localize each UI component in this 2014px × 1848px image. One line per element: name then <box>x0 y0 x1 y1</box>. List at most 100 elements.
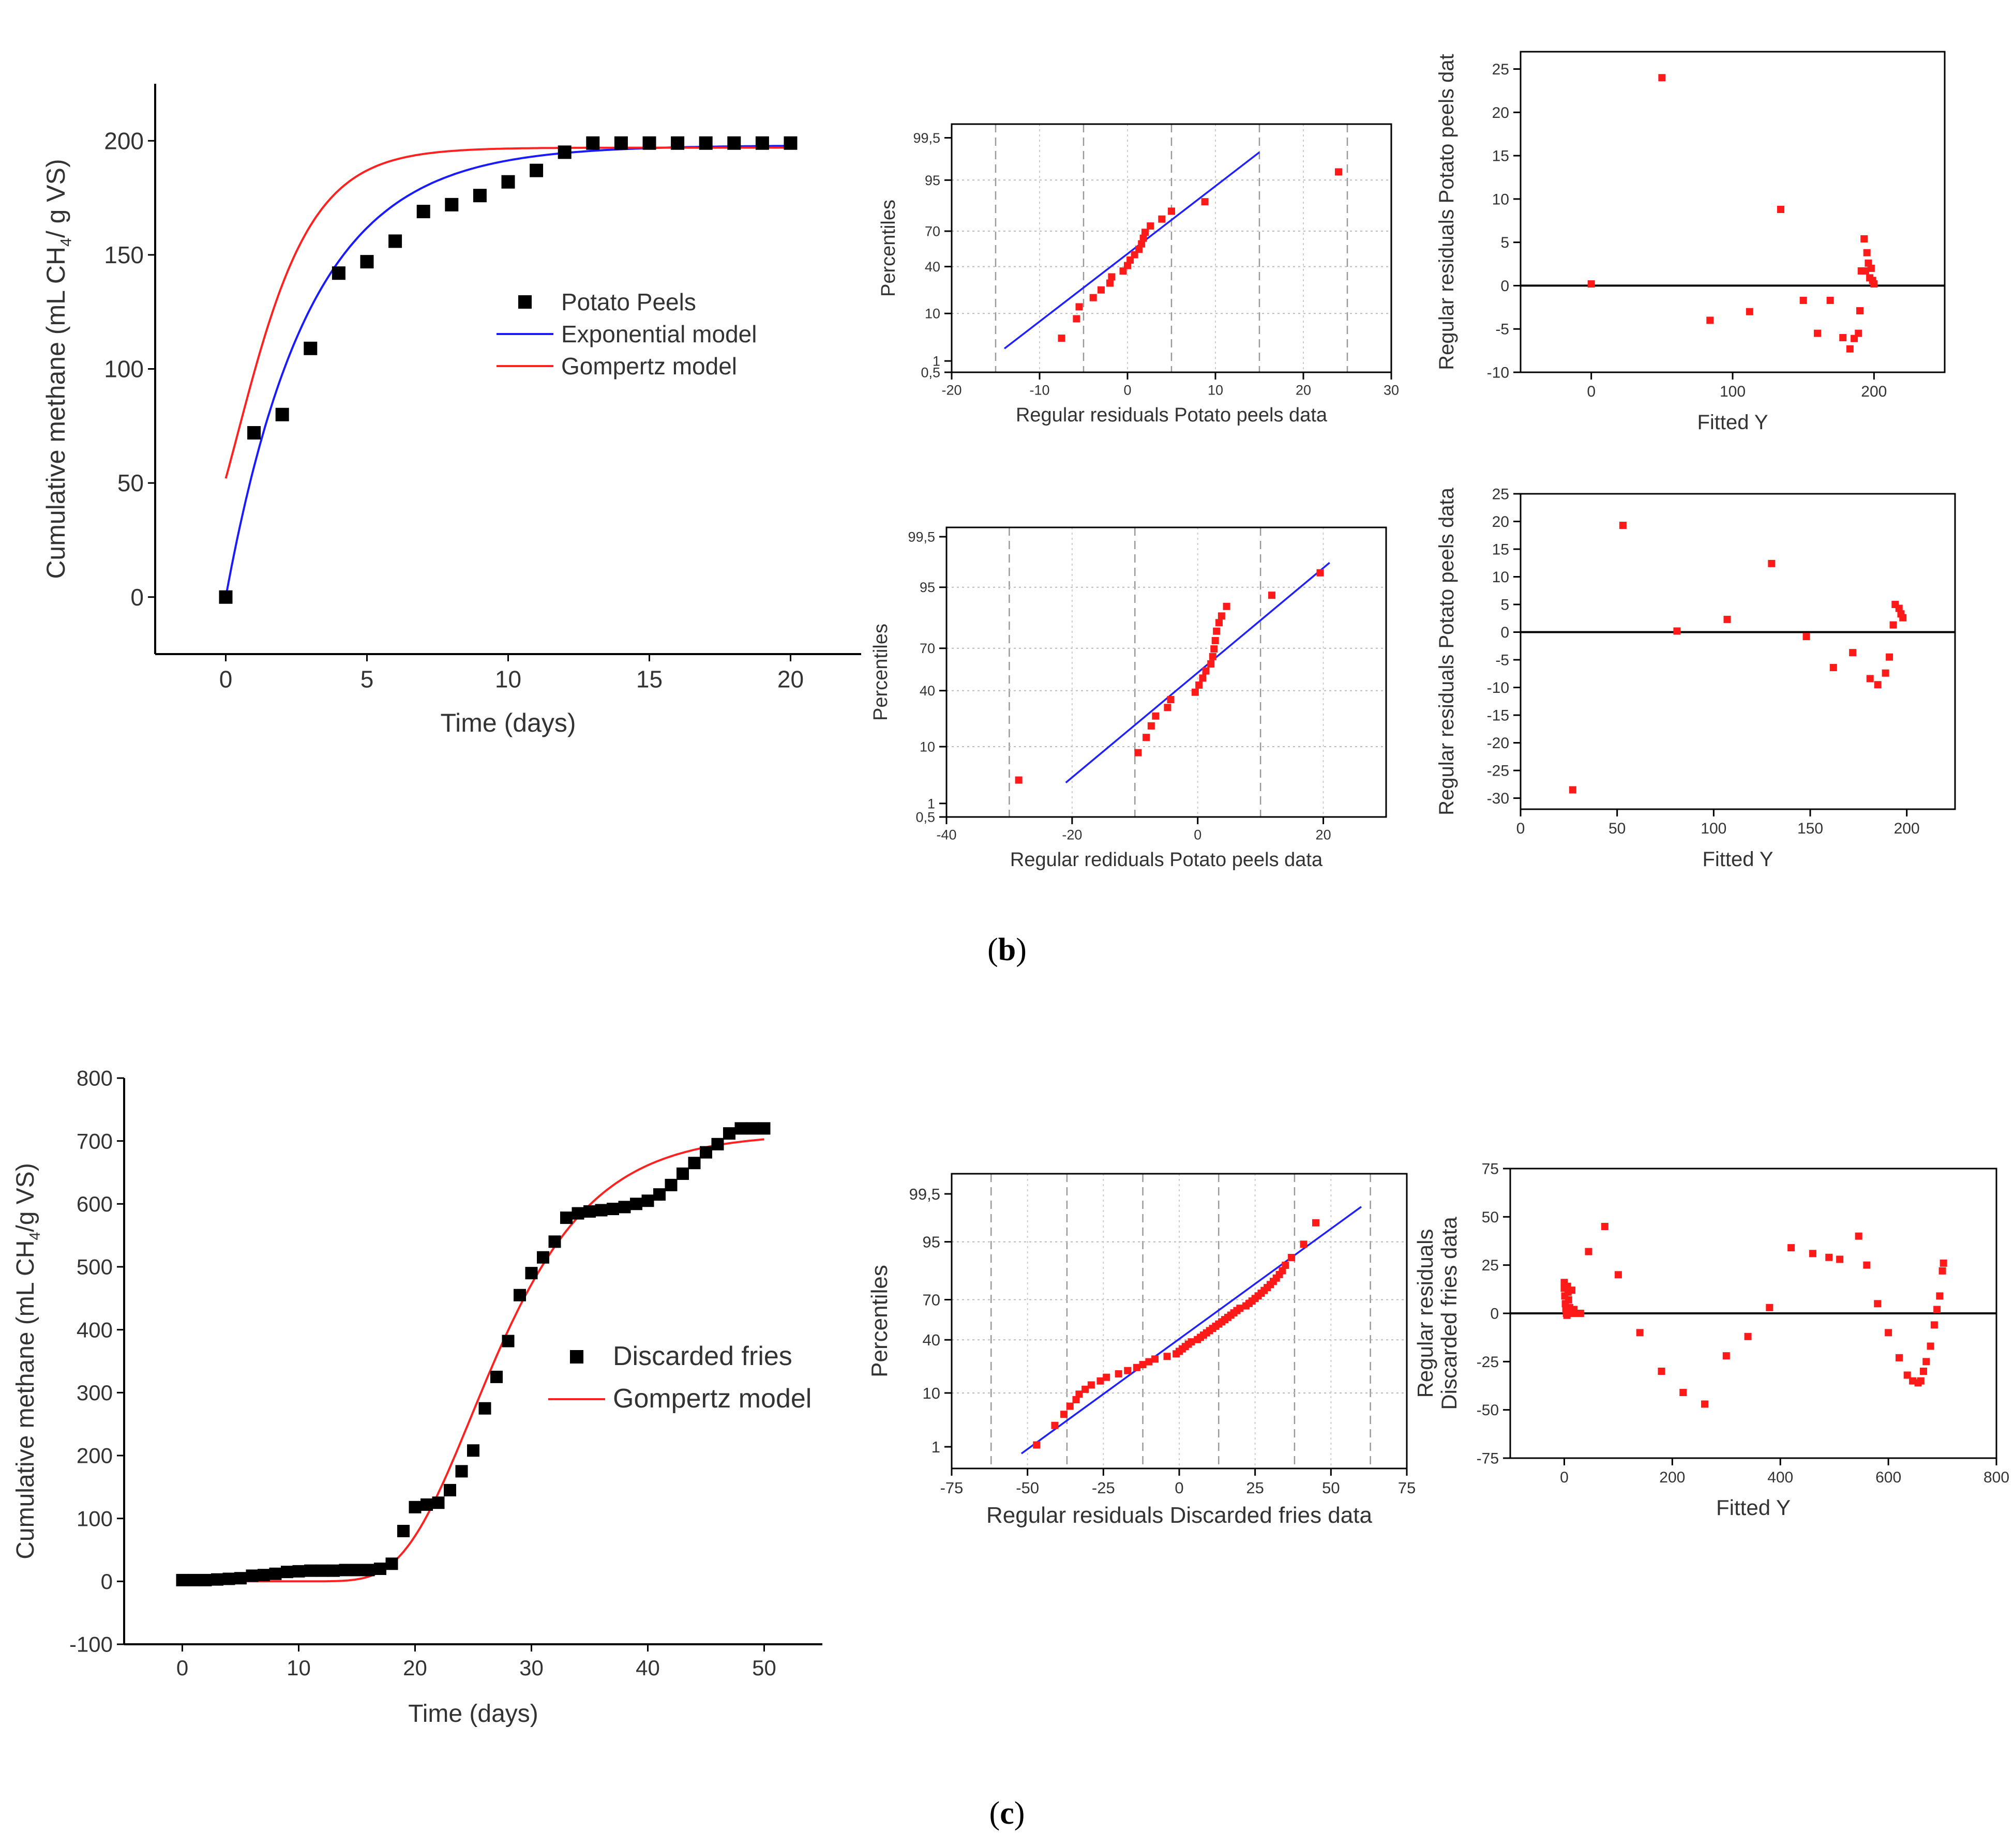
c-res-data-point <box>1825 1253 1833 1261</box>
c-main-data-point <box>607 1203 619 1216</box>
c-main-y-tick-label: 400 <box>77 1317 113 1342</box>
b-main-y-label-subscript: 4 <box>58 238 75 247</box>
c-pp-data-point <box>1282 1262 1289 1269</box>
b-res2-data-point <box>1895 604 1903 612</box>
b-res2-data-point <box>1889 621 1897 629</box>
b-main-legend-marker <box>518 295 532 309</box>
b-pp2-data-point <box>1223 602 1230 610</box>
c-res-data-point <box>1636 1329 1644 1337</box>
b-main-data-point <box>784 136 798 150</box>
c-main-data-point <box>199 1573 212 1586</box>
b-pp2-y-tick-label: 1 <box>927 796 935 811</box>
c-main-data-point <box>665 1178 678 1191</box>
b-res2-y-tick-label: 0 <box>1500 624 1509 641</box>
c-res-data-point <box>1658 1368 1665 1375</box>
c-main-data-point <box>734 1122 747 1135</box>
b-res1-data-point <box>1814 329 1821 337</box>
b-main-data-point <box>671 136 685 150</box>
b-pp1-reference-line <box>1003 152 1260 350</box>
c-main-data-point <box>700 1146 712 1159</box>
c-main-data-point <box>397 1525 410 1537</box>
c-pp-data-point <box>1124 1367 1132 1374</box>
c-main-data-point <box>432 1496 445 1509</box>
b-pp1-data-point <box>1158 215 1166 223</box>
c-pp-data-point <box>1081 1385 1089 1393</box>
b-res2-data-point <box>1723 615 1731 623</box>
b-pp1-y-tick-label: 40 <box>925 259 940 275</box>
c-pp-plot-frame <box>951 1173 1408 1470</box>
b-res1-data-point <box>1746 308 1753 315</box>
b-pp2-y-tick-label: 0,5 <box>915 809 935 825</box>
b-pp2-data-point <box>1202 667 1210 675</box>
b-main-y-tick-label: 100 <box>104 356 144 383</box>
b-main-data-point <box>755 136 769 150</box>
b-pp2-data-point <box>1134 749 1142 756</box>
b-main-x-label: Time (days) <box>440 708 576 737</box>
b-res1-data-point <box>1870 280 1878 288</box>
b-res1-y-tick-label: 5 <box>1500 234 1509 251</box>
c-res-data-point <box>1809 1250 1816 1258</box>
b-res2-data-point <box>1882 669 1889 677</box>
b-res2-x-tick-label: 200 <box>1894 820 1920 837</box>
c-main-data-point <box>537 1251 549 1264</box>
b-res2-y-tick-label: -5 <box>1495 652 1509 669</box>
b-res1-x-label: Fitted Y <box>1697 411 1768 434</box>
c-pp-data-point <box>1033 1441 1041 1449</box>
b-pp1-x-tick-label: 20 <box>1296 383 1311 398</box>
c-res-data-point <box>1930 1321 1938 1329</box>
c-res-data-point <box>1836 1255 1844 1263</box>
b-main-y-label: Cumulative methane (mL CH4/ g VS) <box>41 159 75 579</box>
b-pp1-plot-frame <box>951 123 1392 373</box>
c-pp-x-tick-label: -25 <box>1092 1479 1115 1497</box>
c-res-y-tick-label: 75 <box>1482 1161 1499 1178</box>
b-pp1-data-point <box>1119 267 1127 275</box>
c-main-data-point <box>292 1565 305 1578</box>
c-pp-x-tick-label: 50 <box>1322 1479 1340 1497</box>
b-res2-x-tick-label: 0 <box>1516 820 1525 837</box>
c-pp-y-tick-label: 70 <box>923 1291 940 1309</box>
b-main-data-point <box>501 175 515 189</box>
c-main-data-point <box>281 1566 293 1579</box>
b-pp2-data-point <box>1211 637 1219 644</box>
b-main-data-point <box>219 590 233 604</box>
b-res1-plot-frame <box>1520 51 1946 373</box>
c-res-data-point <box>1565 1296 1572 1304</box>
b-main-y-tick-label: 50 <box>117 469 144 496</box>
c-pp-x-tick-label: 25 <box>1246 1479 1264 1497</box>
c-pp-data-point <box>1115 1370 1122 1378</box>
b-pp1-data-point <box>1089 294 1097 301</box>
c-main-data-point <box>327 1564 340 1577</box>
c-pp-data-point <box>1151 1355 1159 1363</box>
c-pp-x-label: Regular residuals Discarded fries data <box>986 1503 1372 1528</box>
b-res1-data-point <box>1839 334 1847 341</box>
c-main-series-line <box>182 1138 764 1583</box>
c-pp-data-point <box>1075 1390 1083 1398</box>
c-pp-data-point <box>1288 1253 1296 1261</box>
b-pp2-x-label: Regular rediduals Potato peels data <box>1010 849 1323 871</box>
c-res-x-tick-label: 0 <box>1560 1469 1569 1486</box>
c-main-y-tick-label: 300 <box>77 1381 113 1405</box>
b-pp2-y-label: Percentiles <box>870 624 892 721</box>
b-pp1-data-point <box>1058 335 1065 342</box>
c-main-data-point <box>188 1573 200 1586</box>
b-res2-data-point <box>1866 675 1874 683</box>
c-main-x-tick-label: 20 <box>403 1656 427 1680</box>
c-pp-data-point <box>1163 1353 1171 1360</box>
c-res-y-tick-label: -50 <box>1477 1402 1499 1419</box>
c-pp-x-tick-label: 75 <box>1398 1479 1416 1497</box>
c-main-data-point <box>595 1204 608 1217</box>
c-pp-data-point <box>1145 1358 1153 1366</box>
c-main-data-point <box>467 1444 479 1457</box>
b-main-y-label-part: / g VS) <box>41 159 70 238</box>
b-res2-y-tick-label: -20 <box>1487 735 1509 752</box>
c-pp-data-point <box>1051 1421 1059 1429</box>
c-main-data-point <box>444 1483 456 1496</box>
b-pp1-y-label: Percentiles <box>878 200 899 297</box>
b-pp2-data-point <box>1164 704 1171 711</box>
c-main-y-tick-label: 800 <box>77 1066 113 1090</box>
b-pp2-data-point <box>1215 619 1223 627</box>
b-res1-chart: 0 100 200 -10 -5 0 5 10 15 20 25 Fitted Y Regular re… <box>1435 51 1946 434</box>
c-main-data-point <box>502 1335 515 1347</box>
c-main-data-point <box>420 1498 433 1511</box>
c-res-data-point <box>1701 1400 1708 1408</box>
